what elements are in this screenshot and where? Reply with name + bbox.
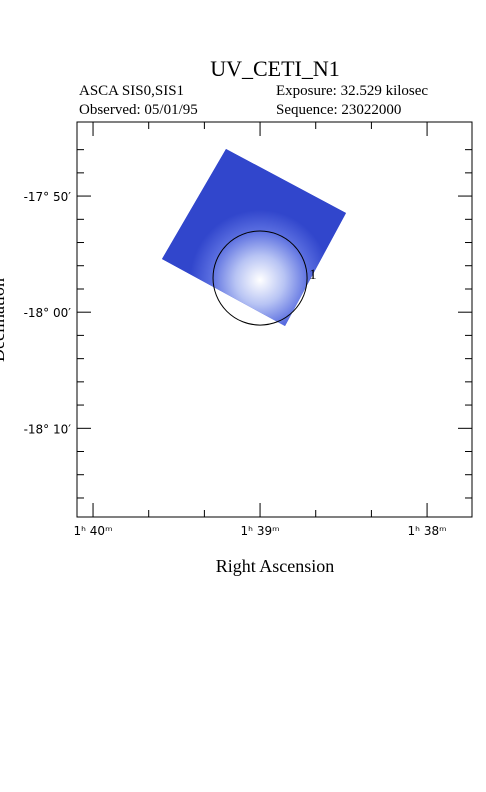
instrument: ASCA SIS0,SIS1: [79, 83, 184, 99]
x-tick-label: 1ʰ 38ᵐ: [408, 524, 447, 538]
source-label: 1: [309, 267, 317, 283]
y-tick-label: -18° 10′: [24, 422, 72, 436]
y-tick-label: -17° 50′: [24, 190, 72, 204]
source-region: [212, 230, 308, 326]
plot-frame: [76, 121, 473, 518]
observed: Observed: 05/01/95: [79, 102, 198, 118]
chart-title: UV_CETI_N1: [210, 56, 340, 81]
y-axis-label: Declination: [0, 278, 8, 362]
x-tick-label: 1ʰ 39ᵐ: [241, 524, 280, 538]
image-emission: [162, 149, 346, 326]
sequence: Sequence: 23022000: [276, 102, 401, 118]
x-axis-label: Right Ascension: [216, 556, 335, 576]
exposure: Exposure: 32.529 kilosec: [276, 83, 428, 99]
x-tick-label: 1ʰ 40ᵐ: [74, 524, 113, 538]
y-tick-label: -18° 00′: [24, 306, 72, 320]
